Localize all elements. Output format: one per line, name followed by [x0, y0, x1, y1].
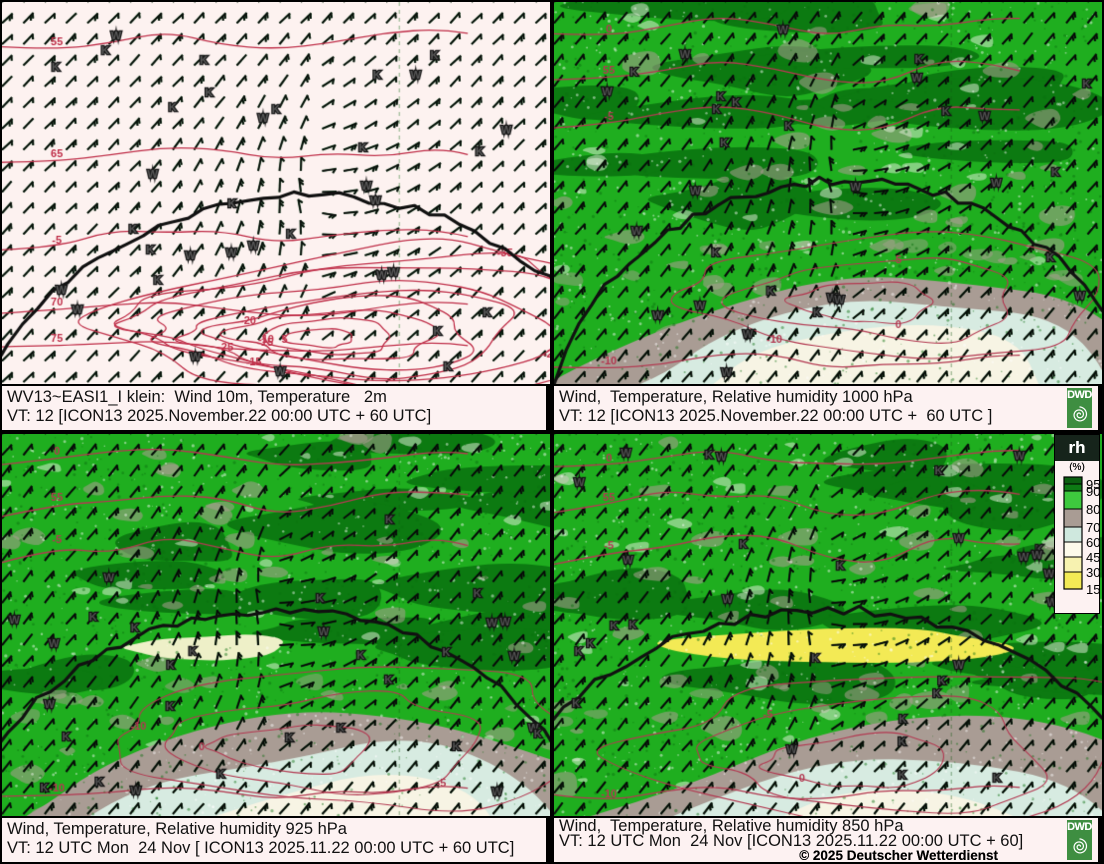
svg-text:30: 30 — [1086, 565, 1100, 580]
svg-text:90: 90 — [1086, 484, 1100, 499]
svg-text:60: 60 — [1086, 535, 1100, 550]
svg-text:15: 15 — [1086, 582, 1100, 597]
svg-text:80: 80 — [1086, 502, 1100, 517]
svg-text:70: 70 — [1086, 520, 1100, 535]
svg-text:45: 45 — [1086, 550, 1100, 565]
